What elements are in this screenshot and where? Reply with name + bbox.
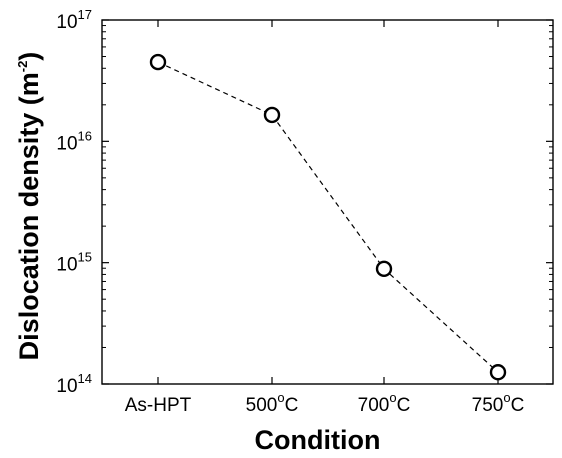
y-tick-label: 1015: [56, 250, 92, 276]
x-tick-degree: o: [389, 390, 396, 405]
y-tick-exponent: 17: [78, 7, 92, 22]
x-tick-label: As-HPT: [125, 395, 192, 416]
data-point: [375, 260, 393, 278]
y-tick-exponent: 14: [78, 371, 92, 386]
y-axis-title-main: Dislocation density (m: [14, 72, 44, 360]
x-tick-degree: o: [503, 390, 510, 405]
y-tick-exponent: 15: [78, 250, 92, 265]
x-tick-label: 500oC: [246, 390, 299, 416]
x-tick-base: 500: [246, 395, 278, 416]
data-point: [263, 106, 281, 124]
y-tick-label: 1017: [56, 7, 92, 33]
y-tick-base: 10: [56, 376, 77, 397]
y-tick-base: 10: [56, 12, 77, 33]
x-tick-unit: C: [397, 395, 411, 416]
x-axis-title: Condition: [255, 425, 381, 455]
y-axis-title-close: ): [14, 52, 44, 61]
y-tick-exponent: 16: [78, 128, 92, 143]
x-tick-unit: C: [511, 395, 525, 416]
x-tick-label: 700oC: [358, 390, 411, 416]
x-tick-base: 700: [358, 395, 390, 416]
x-tick-base: 750: [472, 395, 504, 416]
y-tick-label: 1016: [56, 128, 92, 154]
y-axis-title-exponent: -2: [15, 61, 30, 73]
plot-frame: [101, 19, 554, 385]
x-tick-degree: o: [277, 390, 284, 405]
x-tick-base: As-HPT: [125, 395, 192, 416]
x-tick-label: 750oC: [472, 390, 525, 416]
y-tick-base: 10: [56, 133, 77, 154]
series-line: [157, 61, 499, 373]
y-axis-title: Dislocation density (m-2): [14, 52, 44, 361]
x-tick-unit: C: [285, 395, 299, 416]
y-tick-label: 1014: [56, 371, 92, 397]
data-point: [489, 364, 507, 381]
y-tick-base: 10: [56, 255, 77, 276]
data-point: [149, 53, 167, 71]
